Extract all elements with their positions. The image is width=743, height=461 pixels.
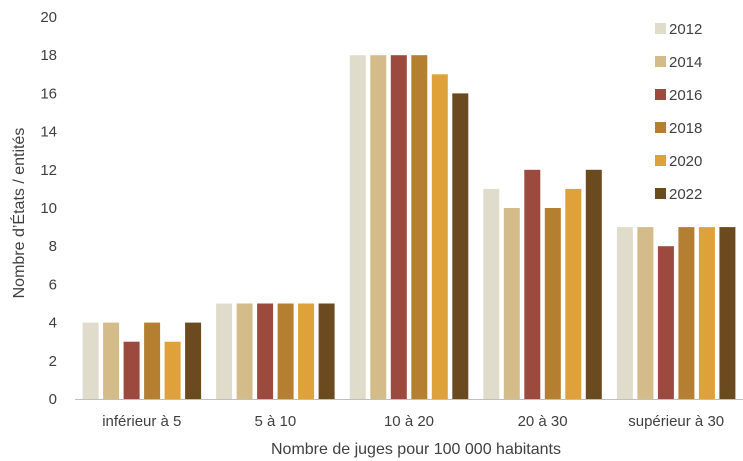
x-tick-label: inférieur à 5 (102, 413, 181, 430)
bar-2012 (349, 55, 366, 399)
bar-2016 (657, 246, 674, 399)
y-axis-title: Nombre d’États / entités (9, 128, 28, 299)
bar-2016 (524, 169, 541, 399)
legend-swatch-2016 (655, 89, 666, 100)
y-tick-label: 18 (40, 47, 57, 64)
bar-2014 (236, 303, 253, 399)
bar-2012 (82, 322, 99, 399)
bar-2014 (103, 322, 120, 399)
bar-2020 (698, 227, 715, 399)
bar-2022 (585, 169, 602, 399)
legend-label: 2016 (669, 87, 702, 104)
bar-2020 (298, 303, 315, 399)
y-tick-label: 4 (49, 315, 57, 332)
bar-2022 (185, 322, 202, 399)
legend-swatch-2012 (655, 23, 666, 34)
bar-2016 (257, 303, 274, 399)
y-tick-label: 20 (40, 9, 57, 26)
legend: 2012 2014 2016 2018 2020 2022 (655, 21, 702, 203)
bar-2016 (390, 55, 407, 399)
y-tick-label: 0 (49, 391, 57, 408)
legend-label: 2018 (669, 120, 702, 137)
legend-swatch-2022 (655, 188, 666, 199)
legend-label: 2022 (669, 186, 702, 203)
x-tick-label: 5 à 10 (255, 413, 297, 430)
legend-swatch-2014 (655, 56, 666, 67)
x-axis-title: Nombre de juges pour 100 000 habitants (271, 441, 561, 458)
bar-2018 (411, 55, 428, 399)
bars-layer (82, 55, 736, 400)
bar-2016 (123, 341, 140, 399)
bar-2014 (370, 55, 387, 399)
bar-2018 (678, 227, 695, 399)
legend-swatch-2020 (655, 155, 666, 166)
bar-2012 (616, 227, 633, 399)
legend-label: 2014 (669, 54, 702, 71)
bar-2020 (431, 74, 448, 400)
y-tick-label: 16 (40, 85, 57, 102)
bar-2018 (144, 322, 161, 399)
legend-swatch-2018 (655, 122, 666, 133)
bar-2018 (544, 208, 561, 399)
bar-2012 (483, 188, 500, 399)
y-tick-label: 14 (40, 124, 57, 141)
bar-2014 (637, 227, 654, 399)
legend-label: 2012 (669, 21, 702, 38)
y-tick-label: 6 (49, 276, 57, 293)
bar-2022 (318, 303, 335, 399)
bar-2022 (719, 227, 736, 399)
y-tick-label: 12 (40, 162, 57, 179)
x-tick-label: 20 à 30 (518, 413, 568, 430)
bar-2020 (565, 188, 582, 399)
legend-label: 2020 (669, 153, 702, 170)
bar-2018 (277, 303, 294, 399)
y-tick-label: 2 (49, 353, 57, 370)
bar-2020 (164, 341, 181, 399)
x-tick-label: 10 à 20 (384, 413, 434, 430)
x-axis-ticks: inférieur à 5 5 à 10 10 à 20 20 à 30 supérie… (102, 413, 724, 430)
bar-2014 (503, 208, 520, 399)
bar-2012 (216, 303, 233, 399)
y-tick-label: 8 (49, 238, 57, 255)
bar-2022 (452, 93, 469, 400)
y-tick-label: 10 (40, 200, 57, 217)
x-tick-label: supérieur à 30 (628, 413, 724, 430)
y-axis-ticks: 0 2 4 6 8 10 12 14 16 18 20 (40, 9, 57, 408)
